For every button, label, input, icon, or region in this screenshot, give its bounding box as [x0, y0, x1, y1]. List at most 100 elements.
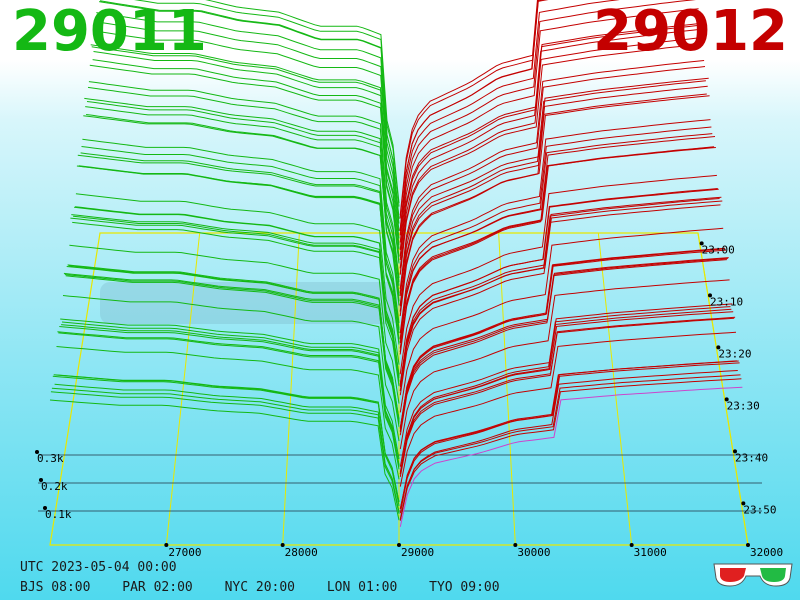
price-tick-label: 30000: [517, 546, 550, 559]
bid-depth-line: [94, 30, 400, 239]
bid-depth-line: [84, 97, 400, 286]
ask-depth-line: [399, 85, 708, 307]
ask-depth-line: [399, 60, 705, 289]
bid-depth-line: [85, 106, 400, 296]
bid-depth-line: [89, 64, 400, 264]
volume-tick-dot: [35, 450, 39, 454]
bid-depth-line: [51, 387, 400, 513]
ask-depth-line: [399, 0, 539, 219]
ask-depth-line: [399, 37, 701, 275]
ask-depth-line: [399, 374, 741, 519]
ask-depth-line: [399, 258, 728, 433]
volume-tick-label: 0.2k: [41, 480, 68, 493]
time-tick-dot: [724, 397, 729, 402]
ask-depth-line: [399, 66, 706, 293]
3d-glasses-icon[interactable]: [712, 558, 794, 590]
bid-depth-line: [49, 399, 400, 521]
volume-tick-dot: [43, 506, 47, 510]
bid-depth-line: [77, 154, 400, 330]
price-tick-dot: [280, 543, 285, 547]
price-tick-dot: [746, 543, 750, 547]
bid-depth-line: [59, 326, 400, 465]
ask-depth-line: [399, 200, 723, 388]
ask-depth-line: [399, 95, 710, 312]
bid-depth-line: [71, 214, 400, 377]
price-tick-label: 27000: [168, 546, 201, 559]
bid-depth-line: [86, 101, 400, 295]
bid-depth-line: [67, 264, 400, 420]
ask-depth-line: [399, 362, 740, 509]
bid-depth-line: [72, 221, 400, 387]
bid-depth-line: [87, 86, 400, 283]
ask-depth-line: [399, 316, 736, 474]
tz-par: PAR 02:00: [122, 580, 193, 595]
ask-depth-line: [399, 22, 703, 256]
ask-depth-line: [399, 174, 717, 375]
bid-depth-series: [49, 0, 400, 521]
ask-depth-line: [399, 386, 743, 527]
price-tick-label: 28000: [285, 546, 318, 559]
ask-depth-line: [399, 303, 733, 467]
ask-depth-line: [399, 28, 700, 269]
time-tick-label: 23:30: [727, 399, 760, 412]
tz-bjs: BJS 08:00: [20, 580, 91, 595]
price-tick-dot: [629, 543, 634, 547]
bid-depth-line: [55, 374, 400, 506]
ask-depth-line: [399, 248, 725, 431]
ask-depth-line: [399, 259, 727, 436]
price-tick-label: 32000: [750, 546, 783, 559]
ask-depth-line: [399, 360, 739, 510]
tz-nyc: NYC 20:00: [224, 580, 296, 595]
price-tick-label: 29000: [401, 546, 434, 559]
ask-depth-line: [399, 188, 718, 386]
bid-depth-line: [69, 244, 400, 404]
tz-lon: LON 01:00: [326, 580, 398, 595]
bid-depth-line: [58, 332, 400, 470]
ask-depth-line: [399, 257, 729, 429]
ask-depth-line: [399, 311, 734, 473]
axis-labels: 27000 28000 29000 30000 31000 32000 0.1k 0.2k 0.…: [35, 241, 783, 559]
bid-depth-line: [61, 321, 400, 466]
time-tick-label: 23:00: [702, 243, 735, 256]
ask-depth-line: [399, 317, 735, 477]
ask-depth-line: [399, 126, 712, 339]
ask-depth-line: [399, 331, 737, 487]
bid-depth-line: [75, 193, 400, 365]
bid-depth-line: [83, 115, 400, 302]
ask-depth-line: [399, 0, 696, 243]
ask-depth-line: [399, 360, 737, 514]
volume-tick-label: 0.3k: [37, 452, 64, 465]
bid-depth-line: [66, 266, 400, 420]
bid-depth-line: [65, 275, 400, 427]
bid-depth-line: [91, 46, 400, 249]
bid-depth-line: [95, 21, 400, 231]
bid-depth-line: [62, 295, 400, 442]
ask-depth-line: [399, 24, 702, 260]
bid-depth-line: [53, 374, 400, 503]
bid-depth-line: [63, 272, 400, 421]
bid-depth-line: [76, 165, 400, 339]
time-tick-label: 23:50: [743, 503, 776, 516]
depth-chart: 27000 28000 29000 30000 31000 32000 0.1k 0.2k 0.…: [35, 0, 783, 559]
ask-depth-line: [399, 136, 716, 340]
time-tick-dot: [716, 345, 721, 350]
ask-depth-line: [399, 188, 719, 384]
bid-depth-line: [96, 12, 400, 224]
volume-tick-label: 0.1k: [45, 508, 72, 521]
bid-depth-line: [60, 318, 400, 460]
bid-depth-line: [88, 81, 400, 279]
bid-depth-line: [74, 206, 400, 375]
time-tick-dot: [741, 501, 746, 506]
bid-depth-line: [57, 331, 400, 467]
bid-depth-line: [50, 391, 400, 514]
price-gridline: [498, 232, 516, 546]
bid-depth-line: [52, 375, 400, 502]
bid-depth-line: [205, 0, 400, 204]
bid-depth-line: [64, 274, 400, 424]
price-tick-label: 31000: [634, 546, 667, 559]
ask-depth-line: [399, 378, 742, 521]
ask-depth-line: [399, 249, 727, 428]
bid-depth-line: [99, 1, 400, 219]
ask-depth-line: [399, 0, 549, 231]
ask-depth-line: [399, 306, 731, 474]
